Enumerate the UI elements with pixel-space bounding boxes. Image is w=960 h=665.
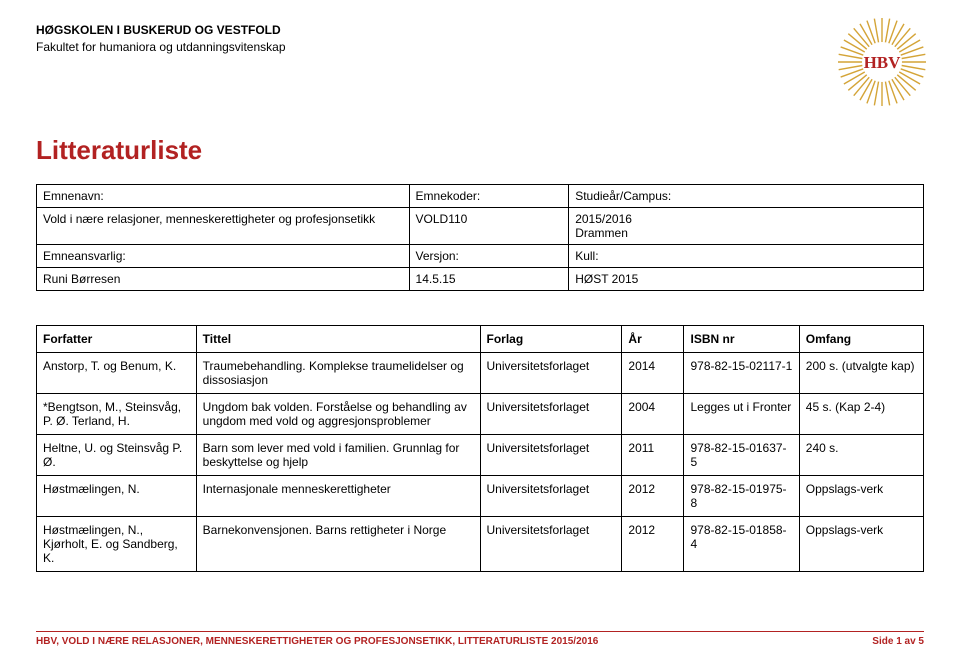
table-row: Høstmælingen, N. Internasjonale menneske… [37, 476, 924, 517]
cell-author: *Bengtson, M., Steinsvåg, P. Ø. Terland,… [37, 394, 197, 435]
svg-text:HBV: HBV [864, 53, 902, 72]
institution-name: HØGSKOLEN I BUSKERUD OG VESTFOLD [36, 22, 286, 39]
value-studiear: 2015/2016 Drammen [569, 208, 924, 245]
value-emnekoder: VOLD110 [409, 208, 569, 245]
cell-publisher: Universitetsforlaget [480, 435, 622, 476]
footer-left: HBV, VOLD I NÆRE RELASJONER, MENNESKERET… [36, 636, 598, 647]
label-kull: Kull: [569, 245, 924, 268]
cell-isbn: 978-82-15-02117-1 [684, 353, 799, 394]
cell-extent: Oppslags-verk [799, 476, 923, 517]
table-row: Emnenavn: Emnekoder: Studieår/Campus: [37, 185, 924, 208]
footer-right: Side 1 av 5 [872, 636, 924, 647]
page-header: HØGSKOLEN I BUSKERUD OG VESTFOLD Fakulte… [36, 22, 924, 113]
hbv-logo-icon: HBV [836, 16, 928, 113]
cell-author: Høstmælingen, N. [37, 476, 197, 517]
label-studiear: Studieår/Campus: [569, 185, 924, 208]
col-forfatter: Forfatter [37, 326, 197, 353]
cell-year: 2014 [622, 353, 684, 394]
table-row: Anstorp, T. og Benum, K. Traumebehandlin… [37, 353, 924, 394]
label-emnenavn: Emnenavn: [37, 185, 410, 208]
value-kull: HØST 2015 [569, 268, 924, 291]
label-emnekoder: Emnekoder: [409, 185, 569, 208]
label-versjon: Versjon: [409, 245, 569, 268]
col-omfang: Omfang [799, 326, 923, 353]
cell-title: Barnekonvensjonen. Barns rettigheter i N… [196, 517, 480, 572]
cell-publisher: Universitetsforlaget [480, 476, 622, 517]
value-emneansvarlig: Runi Børresen [37, 268, 410, 291]
cell-title: Barn som lever med vold i familien. Grun… [196, 435, 480, 476]
faculty-name: Fakultet for humaniora og utdanningsvite… [36, 39, 286, 56]
cell-publisher: Universitetsforlaget [480, 353, 622, 394]
table-row: *Bengtson, M., Steinsvåg, P. Ø. Terland,… [37, 394, 924, 435]
value-versjon: 14.5.15 [409, 268, 569, 291]
col-forlag: Forlag [480, 326, 622, 353]
page-footer: HBV, VOLD I NÆRE RELASJONER, MENNESKERET… [36, 631, 924, 647]
course-meta-table: Emnenavn: Emnekoder: Studieår/Campus: Vo… [36, 184, 924, 291]
cell-isbn: 978-82-15-01858-4 [684, 517, 799, 572]
cell-isbn: 978-82-15-01637-5 [684, 435, 799, 476]
cell-author: Anstorp, T. og Benum, K. [37, 353, 197, 394]
label-emneansvarlig: Emneansvarlig: [37, 245, 410, 268]
table-header-row: Forfatter Tittel Forlag År ISBN nr Omfan… [37, 326, 924, 353]
cell-title: Traumebehandling. Komplekse traumelidels… [196, 353, 480, 394]
col-ar: År [622, 326, 684, 353]
col-tittel: Tittel [196, 326, 480, 353]
cell-publisher: Universitetsforlaget [480, 394, 622, 435]
cell-isbn: 978-82-15-01975-8 [684, 476, 799, 517]
table-row: Høstmælingen, N., Kjørholt, E. og Sandbe… [37, 517, 924, 572]
cell-extent: 200 s. (utvalgte kap) [799, 353, 923, 394]
cell-extent: 45 s. (Kap 2-4) [799, 394, 923, 435]
cell-year: 2011 [622, 435, 684, 476]
cell-year: 2012 [622, 476, 684, 517]
cell-extent: Oppslags-verk [799, 517, 923, 572]
col-isbn: ISBN nr [684, 326, 799, 353]
cell-author: Høstmælingen, N., Kjørholt, E. og Sandbe… [37, 517, 197, 572]
table-row: Heltne, U. og Steinsvåg P. Ø. Barn som l… [37, 435, 924, 476]
cell-extent: 240 s. [799, 435, 923, 476]
value-emnenavn: Vold i nære relasjoner, menneskerettighe… [37, 208, 410, 245]
cell-year: 2004 [622, 394, 684, 435]
table-row: Runi Børresen 14.5.15 HØST 2015 [37, 268, 924, 291]
page-title: Litteraturliste [36, 135, 924, 166]
table-row: Vold i nære relasjoner, menneskerettighe… [37, 208, 924, 245]
cell-year: 2012 [622, 517, 684, 572]
cell-publisher: Universitetsforlaget [480, 517, 622, 572]
institution-block: HØGSKOLEN I BUSKERUD OG VESTFOLD Fakulte… [36, 22, 286, 56]
cell-title: Internasjonale menneskerettigheter [196, 476, 480, 517]
cell-title: Ungdom bak volden. Forståelse og behandl… [196, 394, 480, 435]
cell-author: Heltne, U. og Steinsvåg P. Ø. [37, 435, 197, 476]
cell-isbn: Legges ut i Fronter [684, 394, 799, 435]
literature-table: Forfatter Tittel Forlag År ISBN nr Omfan… [36, 325, 924, 572]
table-row: Emneansvarlig: Versjon: Kull: [37, 245, 924, 268]
